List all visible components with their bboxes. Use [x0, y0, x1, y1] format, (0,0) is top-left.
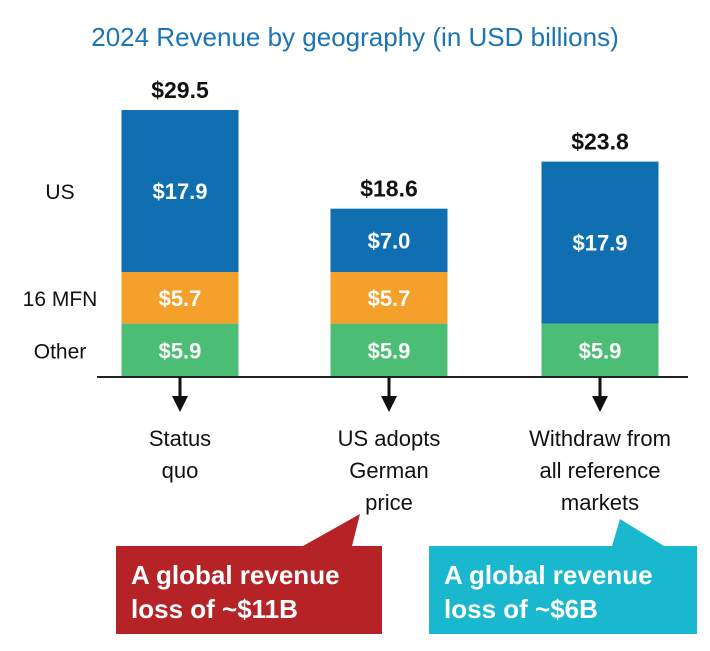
bar-segment-us-1 [121, 110, 239, 273]
total-label-3: $23.8 [571, 129, 629, 155]
callout-text-2-line-1: A global revenue [444, 560, 653, 590]
row-label-16-mfn: 16 MFN [23, 288, 98, 311]
bar-segment-16-mfn-2 [330, 272, 448, 324]
callout-text-2-line-2: loss of ~$6B [444, 594, 598, 624]
segment-label-1-3: $17.9 [152, 179, 207, 204]
bar-segment-us-3 [541, 161, 659, 324]
callout-box-2 [429, 546, 697, 634]
category-label-1-line-2: quo [162, 458, 199, 483]
segment-label-2-1: $5.9 [368, 338, 411, 363]
category-label-2-line-3: price [365, 490, 413, 515]
segment-label-3-3: $17.9 [572, 231, 627, 256]
category-label-1-line-1: Status [149, 426, 211, 451]
callout-box-1 [116, 546, 382, 634]
bar-segment-us-2 [330, 208, 448, 273]
row-label-us: US [45, 181, 74, 204]
arrow-head-3 [592, 396, 608, 412]
bars-layer: $5.9 $5.7 $17.9 $29.5 $5.9 $5.7 $7.0 $18.6 $5.9 $… [121, 77, 659, 377]
bar-segment-other-2 [330, 323, 448, 377]
category-label-3-line-1: Withdraw from [529, 426, 671, 451]
segment-label-3-1: $5.9 [579, 338, 622, 363]
callouts-layer: A global revenue loss of ~$11B A global re… [116, 514, 697, 634]
segment-label-1-1: $5.9 [159, 338, 202, 363]
callout-text-1-line-1: A global revenue [131, 560, 340, 590]
bar-segment-16-mfn-1 [121, 272, 239, 324]
total-label-1: $29.5 [151, 77, 209, 103]
total-label-2: $18.6 [360, 176, 418, 202]
category-label-2-line-1: US adopts [338, 426, 441, 451]
segment-label-1-2: $5.7 [159, 286, 202, 311]
segment-label-2-3: $7.0 [368, 228, 411, 253]
row-label-other: Other [34, 340, 87, 363]
callout-pointer-1 [303, 514, 360, 546]
bar-segment-other-1 [121, 323, 239, 377]
category-label-3-line-2: all reference [539, 458, 660, 483]
arrow-head-1 [172, 396, 188, 412]
callout-pointer-2 [612, 519, 664, 546]
arrow-head-2 [381, 396, 397, 412]
callout-text-1-line-2: loss of ~$11B [131, 594, 298, 624]
segment-label-2-2: $5.7 [368, 286, 411, 311]
category-label-2-line-2: German [349, 458, 428, 483]
chart-title: 2024 Revenue by geography (in USD billio… [91, 22, 619, 52]
axis-layer: Other 16 MFN US Status quo US adopts German pri… [23, 181, 688, 515]
category-label-3-line-3: markets [561, 490, 639, 515]
bar-segment-other-3 [541, 323, 659, 377]
